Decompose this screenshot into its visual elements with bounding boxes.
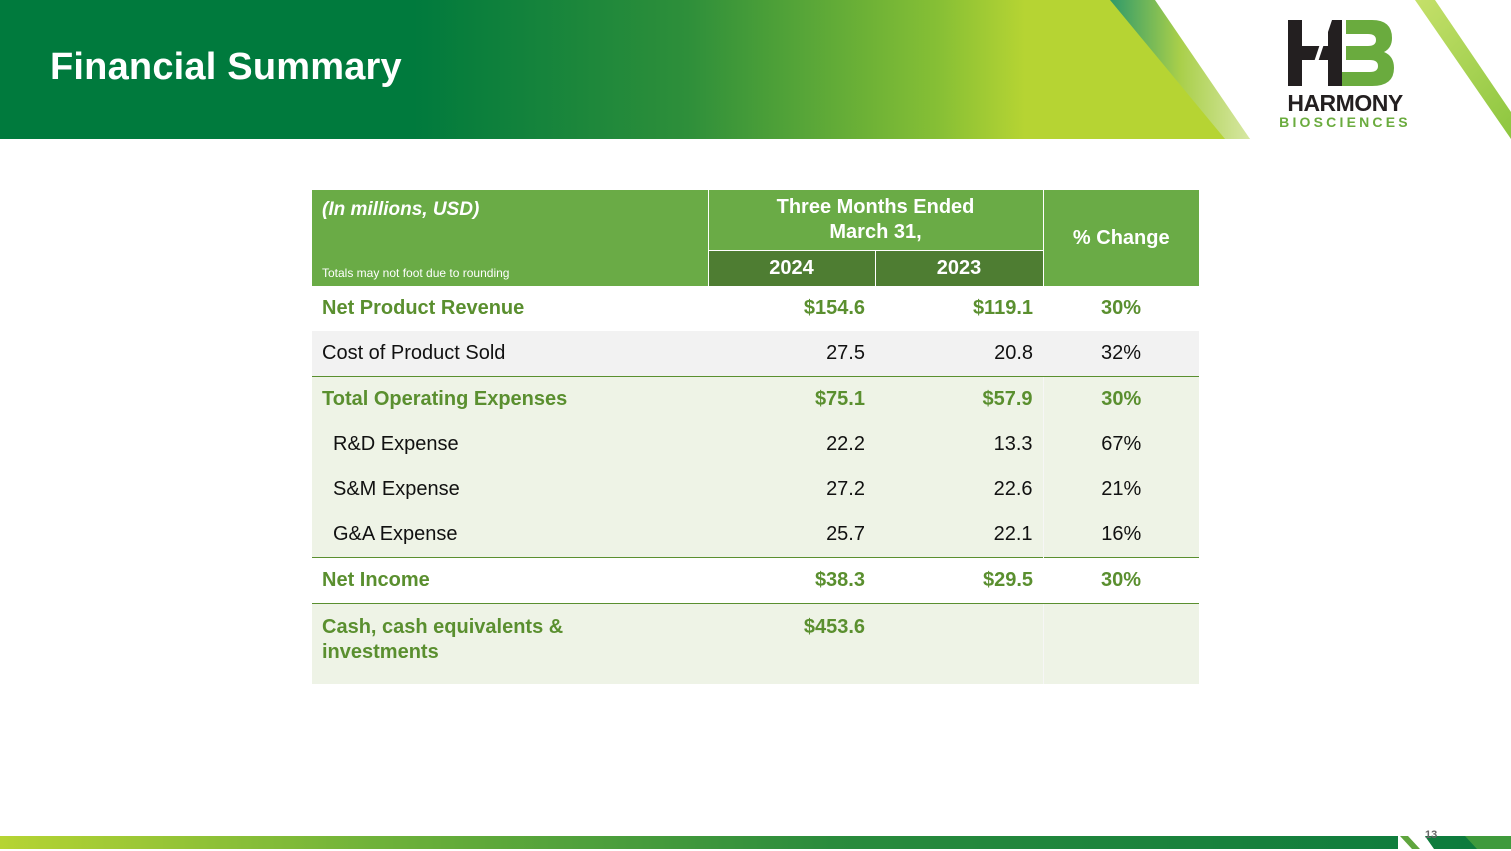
year-prior-header: 2023 <box>875 250 1044 286</box>
row-change: 16% <box>1042 512 1200 558</box>
row-prior: 22.1 <box>875 512 1044 558</box>
row-label: S&M Expense <box>312 467 708 512</box>
row-change: 30% <box>1043 286 1200 331</box>
row-current: $38.3 <box>708 557 875 604</box>
row-label: Net Product Revenue <box>312 286 708 331</box>
row-current: 27.2 <box>708 467 875 512</box>
header-label-cell: (In millions, USD) Totals may not foot d… <box>312 190 709 286</box>
table-header-row: (In millions, USD) Totals may not foot d… <box>312 190 1200 286</box>
row-label: G&A Expense <box>312 512 708 558</box>
period-header-line2: March 31, <box>829 221 922 243</box>
row-change: 67% <box>1042 422 1200 467</box>
row-label: R&D Expense <box>312 422 708 467</box>
table-row: Total Operating Expenses $75.1 $57.9 30% <box>312 376 1200 422</box>
row-label: Total Operating Expenses <box>312 376 708 422</box>
harmony-biosciences-logo: HB HARMONY BIOSCIENCES <box>1262 14 1422 134</box>
row-prior: 13.3 <box>875 422 1044 467</box>
row-prior: $29.5 <box>875 557 1044 604</box>
row-change: 21% <box>1042 467 1200 512</box>
row-label: Cost of Product Sold <box>312 331 708 377</box>
table-row: Net Income $38.3 $29.5 30% <box>312 557 1200 604</box>
table-row: Cost of Product Sold 27.5 20.8 32% <box>312 331 1200 377</box>
row-change: 32% <box>1043 331 1200 377</box>
header-band <box>0 0 1250 139</box>
page-number: 13 <box>1425 829 1438 841</box>
period-header: Three Months Ended March 31, <box>708 190 1044 251</box>
financial-summary-table: (In millions, USD) Totals may not foot d… <box>312 190 1200 684</box>
table-row: G&A Expense 25.7 22.1 16% <box>312 512 1200 558</box>
row-label: Net Income <box>312 557 708 604</box>
rounding-note: Totals may not foot due to rounding <box>322 266 510 280</box>
period-header-line1: Three Months Ended <box>776 196 975 218</box>
unit-label: (In millions, USD) <box>322 199 480 220</box>
row-current: 22.2 <box>708 422 875 467</box>
row-prior <box>875 603 1044 684</box>
table-row: R&D Expense 22.2 13.3 67% <box>312 422 1200 467</box>
row-current: $75.1 <box>708 376 875 422</box>
row-label: Cash, cash equivalents & investments <box>312 603 708 684</box>
year-current-header: 2024 <box>708 250 876 286</box>
page-title: Financial Summary <box>50 46 402 88</box>
row-change: 30% <box>1043 557 1200 604</box>
row-current: $154.6 <box>708 286 875 331</box>
row-change: 30% <box>1042 376 1200 422</box>
row-prior: $57.9 <box>875 376 1044 422</box>
row-prior: $119.1 <box>875 286 1044 331</box>
table-row: Net Product Revenue $154.6 $119.1 30% <box>312 286 1200 331</box>
row-change <box>1042 603 1200 684</box>
footer-accent-slash-right <box>1465 836 1511 849</box>
row-prior: 22.6 <box>875 467 1044 512</box>
row-current: $453.6 <box>708 603 875 684</box>
change-header: % Change <box>1043 190 1200 286</box>
table-row: S&M Expense 27.2 22.6 21% <box>312 467 1200 512</box>
table-row: Cash, cash equivalents & investments $45… <box>312 603 1200 684</box>
hb-logo-icon: HB <box>1288 20 1394 86</box>
row-prior: 20.8 <box>875 331 1044 377</box>
table-year-row: 2024 2023 <box>312 250 1199 286</box>
footer-band <box>0 836 1511 849</box>
logo-subtitle: BIOSCIENCES <box>1279 114 1411 130</box>
row-current: 25.7 <box>708 512 875 558</box>
logo-wordmark: HARMONY <box>1287 90 1403 116</box>
row-current: 27.5 <box>708 331 875 377</box>
header-accent-stripe-right <box>1415 0 1511 139</box>
